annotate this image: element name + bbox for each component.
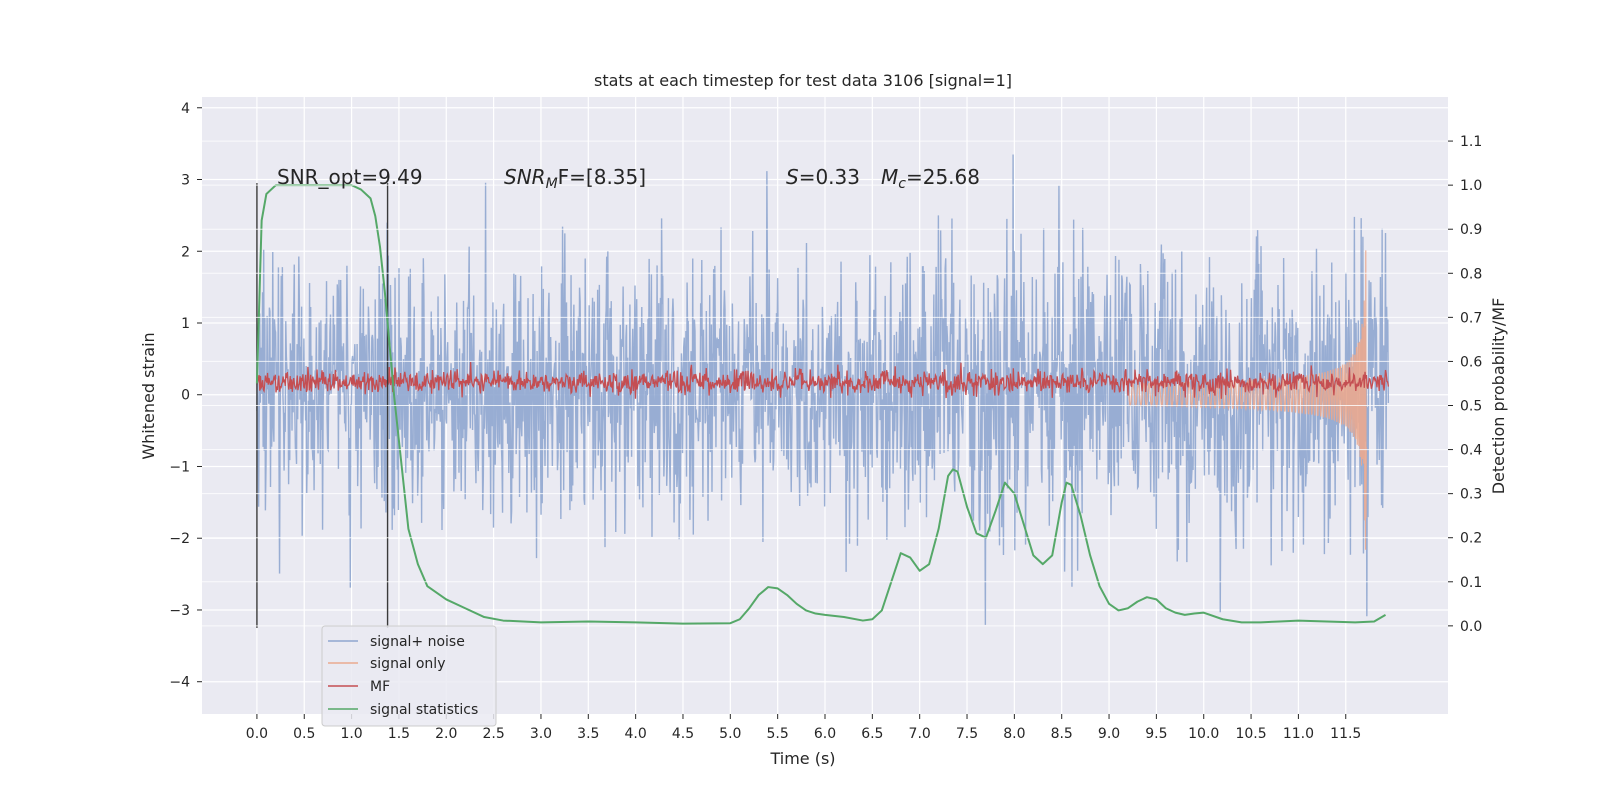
x-tick-label: 11.5 — [1330, 726, 1361, 742]
s-value: =0.33 — [799, 165, 860, 189]
annotation-s: S=0.33 — [786, 165, 860, 189]
left-tick-label: 1 — [181, 316, 190, 332]
x-tick-label: 7.0 — [909, 726, 931, 742]
right-tick-label: 0.1 — [1460, 575, 1482, 591]
x-tick-label: 0.0 — [246, 726, 268, 742]
signal-statistics-line — [255, 184, 1387, 625]
right-tick-label: 1.1 — [1460, 134, 1482, 150]
snr-mf-subscript: M — [546, 176, 558, 192]
x-tick-label: 4.5 — [672, 726, 694, 742]
right-tick-label: 0.4 — [1460, 443, 1482, 459]
legend-box — [321, 625, 497, 727]
left-tick-label: −3 — [169, 603, 190, 619]
x-tick-label: 9.0 — [1098, 726, 1120, 742]
x-tick-label: 0.5 — [293, 726, 315, 742]
x-tick-label: 6.0 — [814, 726, 836, 742]
left-tick-label: 4 — [181, 101, 190, 117]
snr-mf-symbol: SNR — [504, 165, 546, 189]
right-tick-label: 0.6 — [1460, 354, 1482, 370]
legend: signal+ noise signal only MF signal stat… — [321, 625, 497, 727]
left-axis-label: Whitened strain — [139, 332, 158, 459]
mc-symbol: M — [881, 165, 898, 189]
legend-label: MF — [370, 679, 390, 695]
right-tick-label: 0.0 — [1460, 619, 1482, 635]
mf-trace — [256, 361, 1389, 399]
legend-label: signal statistics — [370, 702, 478, 718]
x-tick-label: 7.5 — [956, 726, 978, 742]
s-symbol: S — [786, 165, 799, 189]
right-axis-ticks: 1.1 1.0 0.9 0.8 0.7 0.6 0.5 0.4 0.3 0.2 0.1 0.0 — [202, 134, 1482, 635]
x-tick-label: 3.0 — [530, 726, 552, 742]
x-tick-label: 8.5 — [1051, 726, 1073, 742]
x-tick-label: 4.0 — [625, 726, 647, 742]
left-tick-label: 0 — [181, 388, 190, 404]
left-tick-label: 3 — [181, 173, 190, 189]
x-axis-label: Time (s) — [769, 749, 835, 768]
x-tick-label: 10.0 — [1188, 726, 1219, 742]
x-tick-label: 6.5 — [861, 726, 883, 742]
x-tick-label: 1.0 — [340, 726, 362, 742]
x-axis-ticks: 0.0 0.5 1.0 1.5 2.0 2.5 3.0 3.5 4.0 4.5 5.0 5.5 6.0 6… — [246, 714, 1361, 742]
right-tick-label: 0.9 — [1460, 222, 1482, 238]
series-mf — [256, 361, 1389, 399]
right-tick-label: 0.7 — [1460, 310, 1482, 326]
right-axis-label: Detection probability/MF — [1489, 298, 1508, 495]
left-tick-label: −2 — [169, 531, 190, 547]
x-tick-label: 1.5 — [388, 726, 410, 742]
legend-label: signal only — [370, 656, 445, 672]
right-tick-label: 1.0 — [1460, 178, 1482, 194]
right-tick-label: 0.3 — [1460, 487, 1482, 503]
mc-value: =25.68 — [906, 165, 980, 189]
legend-entry-mf: MF — [328, 679, 390, 695]
left-tick-label: −1 — [169, 459, 190, 475]
legend-label: signal+ noise — [370, 634, 465, 650]
right-tick-label: 0.8 — [1460, 266, 1482, 282]
x-tick-label: 5.0 — [719, 726, 741, 742]
left-tick-label: 2 — [181, 244, 190, 260]
annotation-snr-opt: SNR_opt=9.49 — [277, 165, 423, 189]
annotation-mc: Mc=25.68 — [881, 165, 980, 192]
x-tick-label: 2.0 — [435, 726, 457, 742]
x-tick-label: 5.5 — [767, 726, 789, 742]
x-tick-label: 3.5 — [577, 726, 599, 742]
x-tick-label: 11.0 — [1283, 726, 1314, 742]
right-tick-label: 0.5 — [1460, 399, 1482, 415]
x-tick-label: 9.5 — [1145, 726, 1167, 742]
x-tick-label: 10.5 — [1235, 726, 1266, 742]
mc-subscript: c — [898, 176, 906, 192]
chart-title: stats at each timestep for test data 310… — [594, 71, 1012, 90]
x-tick-label: 2.5 — [482, 726, 504, 742]
annotation-snr-mf: SNRMF=[8.35] — [504, 165, 646, 192]
legend-entry-signal-noise: signal+ noise — [328, 634, 465, 650]
legend-entry-signal-only: signal only — [328, 656, 445, 672]
legend-entry-signal-statistics: signal statistics — [328, 702, 478, 718]
snr-mf-value: F=[8.35] — [558, 165, 646, 189]
right-tick-label: 0.2 — [1460, 531, 1482, 547]
series-signal-statistics — [255, 184, 1387, 625]
left-tick-label: −4 — [169, 675, 190, 691]
x-tick-label: 8.0 — [1003, 726, 1025, 742]
left-axis-ticks: 4 3 2 1 0 −1 −2 −3 −4 — [169, 101, 202, 691]
